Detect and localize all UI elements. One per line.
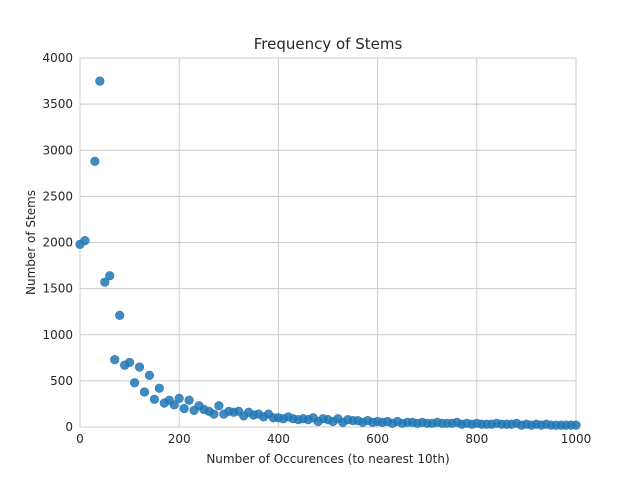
data-point xyxy=(571,420,581,430)
data-point xyxy=(209,409,219,419)
data-point xyxy=(134,362,145,372)
y-tick-label: 4000 xyxy=(42,51,73,65)
data-points xyxy=(75,76,581,430)
data-point xyxy=(154,383,164,393)
data-point xyxy=(100,277,110,287)
y-axis-label: Number of Stems xyxy=(24,190,38,295)
tick-labels: 0 200 400 600 800 1000 0 500 1000 1500 2000 2500 300… xyxy=(42,51,591,446)
x-tick-label: 400 xyxy=(267,432,290,446)
y-tick-label: 3000 xyxy=(42,143,73,157)
grid-lines xyxy=(79,57,577,428)
x-axis-label: Number of Occurences (to nearest 10th) xyxy=(206,452,449,466)
data-point xyxy=(144,370,155,380)
data-point xyxy=(169,400,179,410)
data-point xyxy=(129,378,140,388)
data-point xyxy=(184,395,194,405)
y-tick-label: 1500 xyxy=(42,282,73,296)
data-point xyxy=(95,76,105,86)
y-tick-label: 1000 xyxy=(42,328,73,342)
data-point xyxy=(80,236,90,246)
x-tick-label: 1000 xyxy=(561,432,592,446)
y-tick-label: 500 xyxy=(50,374,73,388)
x-tick-label: 200 xyxy=(168,432,191,446)
data-point xyxy=(125,357,135,368)
data-point xyxy=(174,393,184,404)
data-point xyxy=(90,156,100,166)
y-tick-label: 3500 xyxy=(42,97,73,111)
x-tick-label: 0 xyxy=(76,432,84,446)
y-tick-label: 2000 xyxy=(42,236,73,250)
data-point xyxy=(214,401,224,411)
data-point xyxy=(115,310,125,320)
data-point xyxy=(110,355,120,365)
chart-title: Frequency of Stems xyxy=(254,35,403,53)
data-point xyxy=(149,394,159,404)
x-tick-label: 600 xyxy=(366,432,389,446)
y-tick-label: 0 xyxy=(65,420,73,434)
y-tick-label: 2500 xyxy=(42,189,73,203)
data-point xyxy=(179,403,189,414)
x-tick-label: 800 xyxy=(465,432,488,446)
data-point xyxy=(139,387,150,397)
data-point xyxy=(105,271,115,281)
